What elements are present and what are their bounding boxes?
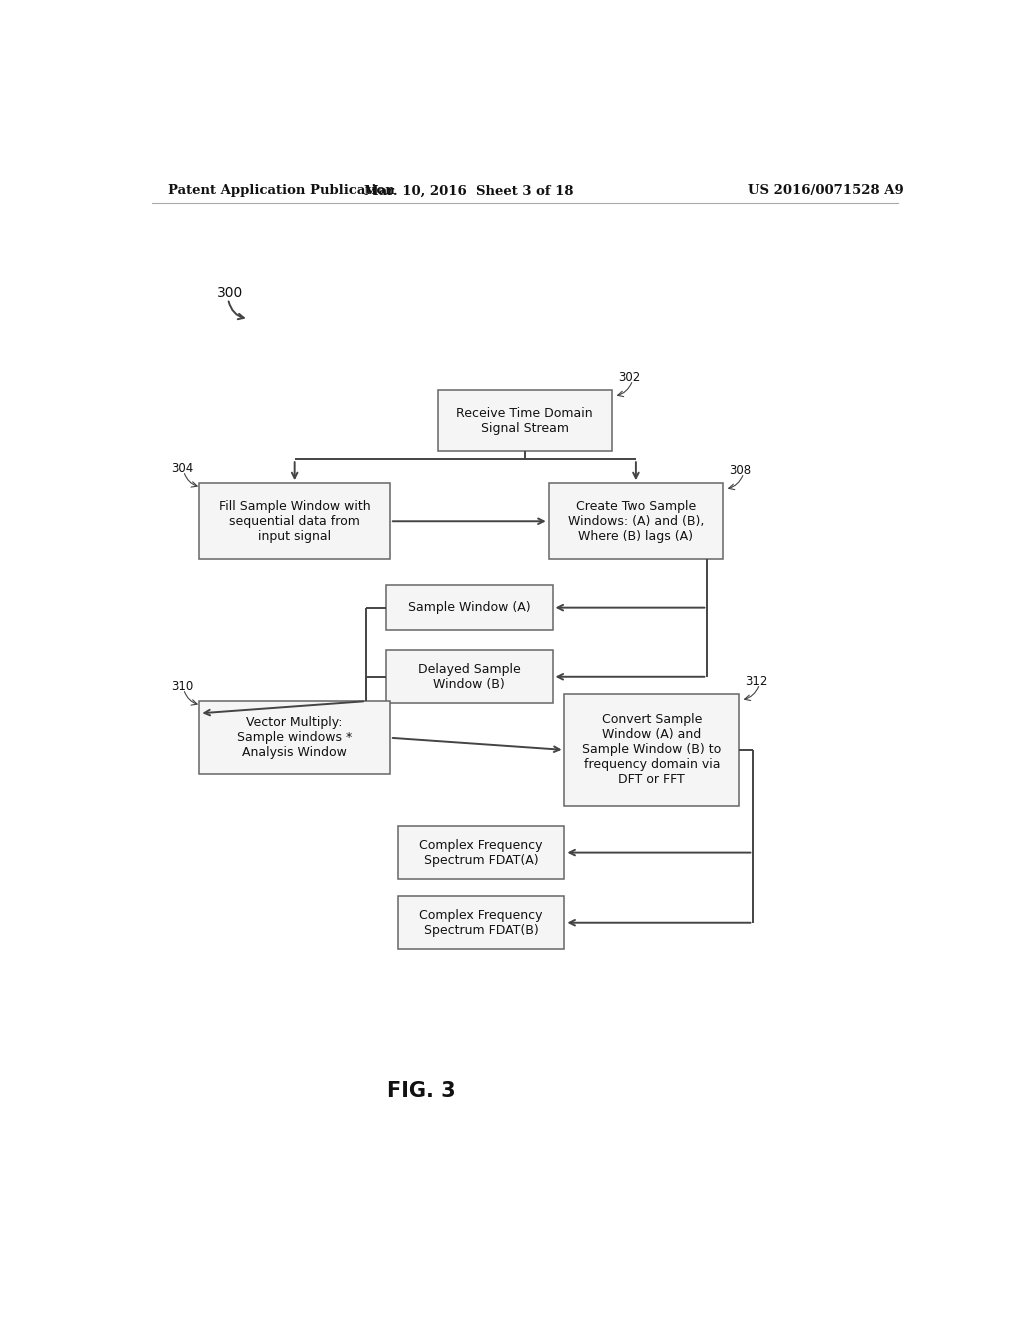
Text: Convert Sample
Window (A) and
Sample Window (B) to
frequency domain via
DFT or F: Convert Sample Window (A) and Sample Win…	[583, 713, 721, 787]
Text: Create Two Sample
Windows: (A) and (B),
Where (B) lags (A): Create Two Sample Windows: (A) and (B), …	[567, 500, 705, 543]
FancyBboxPatch shape	[397, 896, 564, 949]
Text: Complex Frequency
Spectrum FDAT(B): Complex Frequency Spectrum FDAT(B)	[420, 908, 543, 937]
FancyBboxPatch shape	[549, 483, 723, 560]
Text: Complex Frequency
Spectrum FDAT(A): Complex Frequency Spectrum FDAT(A)	[420, 838, 543, 867]
Text: Patent Application Publication: Patent Application Publication	[168, 185, 394, 198]
Text: Sample Window (A): Sample Window (A)	[408, 601, 530, 614]
Text: Fill Sample Window with
sequential data from
input signal: Fill Sample Window with sequential data …	[219, 500, 371, 543]
Text: 308: 308	[729, 465, 752, 477]
FancyBboxPatch shape	[386, 651, 553, 704]
Text: 300: 300	[217, 285, 243, 300]
FancyBboxPatch shape	[397, 826, 564, 879]
Text: 312: 312	[745, 675, 768, 688]
Text: Receive Time Domain
Signal Stream: Receive Time Domain Signal Stream	[457, 407, 593, 434]
Text: 302: 302	[618, 371, 641, 384]
FancyBboxPatch shape	[200, 701, 390, 775]
Text: 310: 310	[171, 680, 194, 693]
Text: US 2016/0071528 A9: US 2016/0071528 A9	[749, 185, 904, 198]
FancyBboxPatch shape	[564, 694, 739, 805]
Text: 304: 304	[171, 462, 194, 475]
FancyBboxPatch shape	[200, 483, 390, 560]
Text: Mar. 10, 2016  Sheet 3 of 18: Mar. 10, 2016 Sheet 3 of 18	[365, 185, 574, 198]
FancyBboxPatch shape	[437, 391, 612, 451]
Text: FIG. 3: FIG. 3	[387, 1081, 456, 1101]
Text: Vector Multiply:
Sample windows *
Analysis Window: Vector Multiply: Sample windows * Analys…	[237, 717, 352, 759]
Text: Delayed Sample
Window (B): Delayed Sample Window (B)	[418, 663, 520, 690]
FancyBboxPatch shape	[386, 585, 553, 630]
